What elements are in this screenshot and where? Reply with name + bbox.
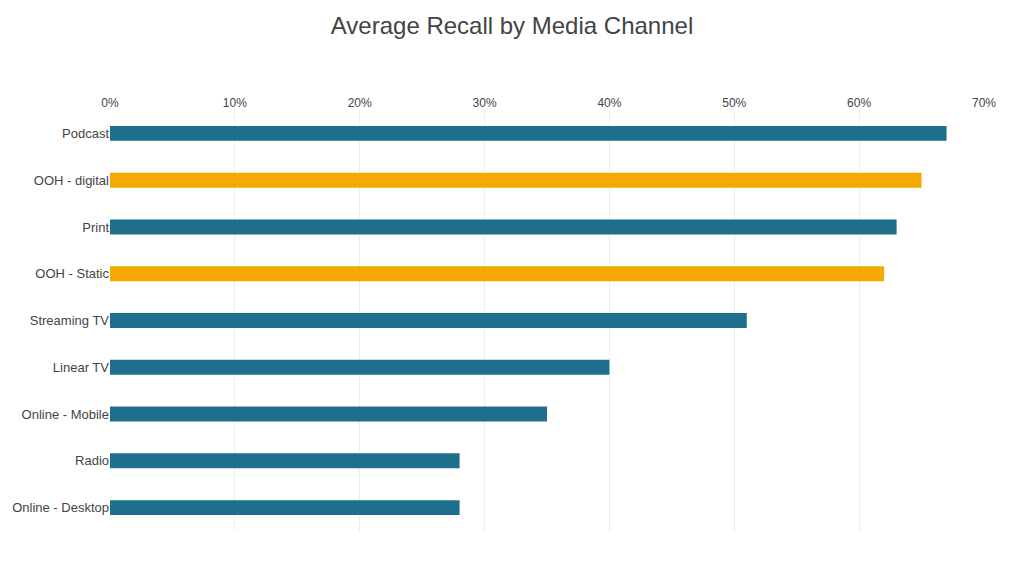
svg-text:Podcast: Podcast (62, 126, 109, 141)
svg-text:OOH - digital: OOH - digital (34, 173, 109, 188)
svg-text:50%: 50% (722, 96, 746, 110)
svg-text:30%: 30% (473, 96, 497, 110)
svg-text:10%: 10% (223, 96, 247, 110)
svg-text:Linear TV: Linear TV (53, 360, 109, 375)
svg-text:20%: 20% (348, 96, 372, 110)
svg-text:0%: 0% (101, 96, 119, 110)
svg-text:OOH - Static: OOH - Static (35, 266, 109, 281)
svg-text:70%: 70% (972, 96, 996, 110)
svg-text:Average Recall by Media Channe: Average Recall by Media Channel (331, 12, 693, 39)
svg-text:Print: Print (82, 219, 109, 234)
svg-text:Radio: Radio (75, 453, 109, 468)
svg-text:Online - Mobile: Online - Mobile (22, 407, 109, 422)
svg-text:60%: 60% (847, 96, 871, 110)
svg-text:Online - Desktop: Online - Desktop (12, 500, 109, 515)
svg-text:40%: 40% (597, 96, 621, 110)
svg-text:Streaming TV: Streaming TV (30, 313, 110, 328)
